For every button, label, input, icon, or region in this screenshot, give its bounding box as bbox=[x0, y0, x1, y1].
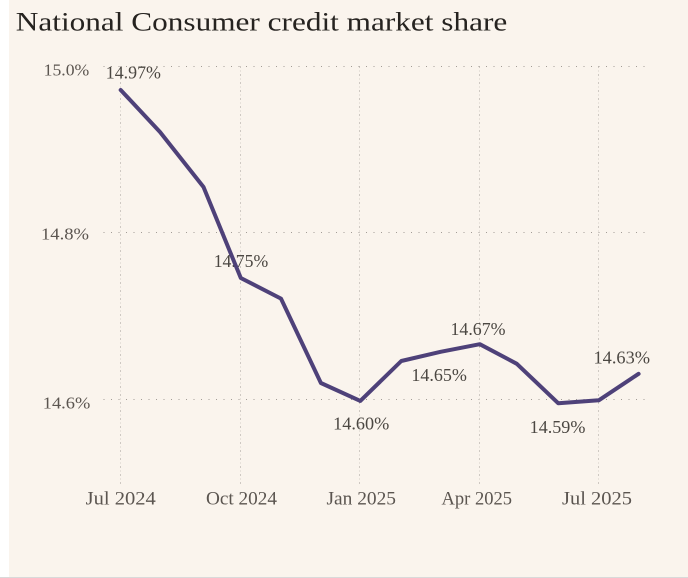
svg-text:Jan 2025: Jan 2025 bbox=[327, 489, 397, 510]
svg-text:14.63%: 14.63% bbox=[594, 348, 651, 368]
svg-text:14.67%: 14.67% bbox=[451, 319, 506, 339]
svg-text:National Consumer credit marke: National Consumer credit market share bbox=[16, 8, 508, 37]
svg-text:14.60%: 14.60% bbox=[333, 413, 389, 433]
svg-text:Apr 2025: Apr 2025 bbox=[442, 489, 513, 510]
svg-text:Jul 2025: Jul 2025 bbox=[562, 489, 632, 510]
svg-text:14.97%: 14.97% bbox=[106, 63, 161, 83]
svg-text:15.0%: 15.0% bbox=[44, 61, 90, 80]
svg-text:Jul 2024: Jul 2024 bbox=[86, 489, 157, 510]
svg-text:14.6%: 14.6% bbox=[43, 394, 91, 413]
svg-text:Oct 2024: Oct 2024 bbox=[206, 489, 278, 510]
svg-text:14.59%: 14.59% bbox=[530, 417, 586, 437]
svg-text:14.65%: 14.65% bbox=[411, 365, 467, 385]
svg-text:14.8%: 14.8% bbox=[41, 225, 89, 244]
svg-text:14.75%: 14.75% bbox=[214, 251, 269, 271]
